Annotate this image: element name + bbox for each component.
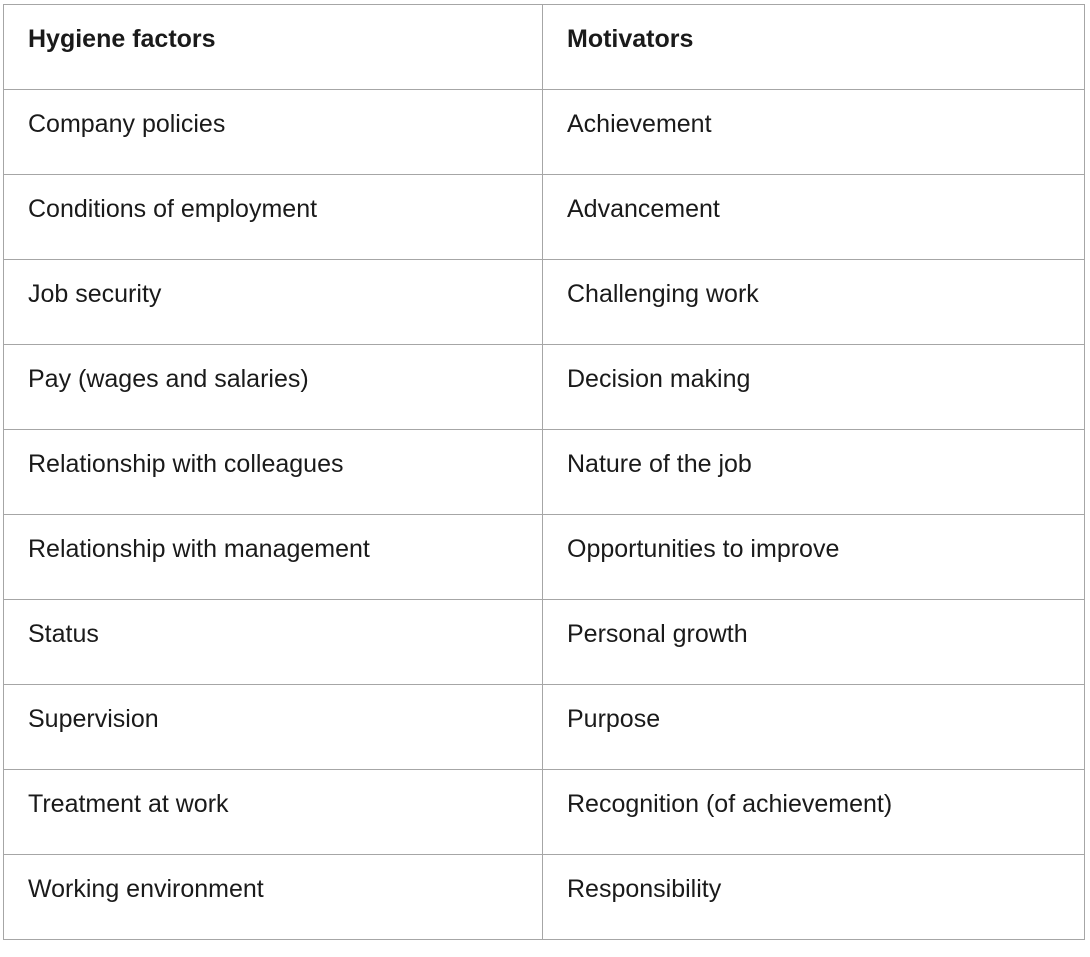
cell-text: Advancement <box>567 195 720 223</box>
hygiene-factor-cell: Company policies <box>3 89 543 175</box>
cell-text: Opportunities to improve <box>567 535 840 563</box>
table-row: Conditions of employment Advancement <box>3 174 1085 260</box>
hygiene-factor-cell: Working environment <box>3 854 543 940</box>
cell-text: Nature of the job <box>567 450 752 478</box>
hygiene-factor-cell: Conditions of employment <box>3 174 543 260</box>
cell-text: Working environment <box>28 875 264 903</box>
table-header: Hygiene factors Motivators <box>3 4 1085 90</box>
cell-text: Recognition (of achievement) <box>567 790 893 818</box>
cell-text: Company policies <box>28 110 226 138</box>
table-row: Treatment at work Recognition (of achiev… <box>3 769 1085 855</box>
table-row: Relationship with management Opportuniti… <box>3 514 1085 600</box>
table-row: Company policies Achievement <box>3 89 1085 175</box>
cell-text: Relationship with management <box>28 535 370 563</box>
hygiene-factor-cell: Treatment at work <box>3 769 543 855</box>
table-row: Relationship with colleagues Nature of t… <box>3 429 1085 515</box>
cell-text: Supervision <box>28 705 159 733</box>
table-row: Status Personal growth <box>3 599 1085 685</box>
table-row: Working environment Responsibility <box>3 854 1085 940</box>
cell-text: Job security <box>28 280 162 308</box>
cell-text: Personal growth <box>567 620 748 648</box>
motivator-cell: Personal growth <box>542 599 1085 685</box>
cell-text: Conditions of employment <box>28 195 318 223</box>
hygiene-factor-cell: Relationship with colleagues <box>3 429 543 515</box>
cell-text: Purpose <box>567 705 661 733</box>
motivator-cell: Decision making <box>542 344 1085 430</box>
hygiene-factor-cell: Relationship with management <box>3 514 543 600</box>
motivator-cell: Purpose <box>542 684 1085 770</box>
motivator-cell: Recognition (of achievement) <box>542 769 1085 855</box>
hygiene-factor-cell: Status <box>3 599 543 685</box>
table-row: Pay (wages and salaries) Decision making <box>3 344 1085 430</box>
motivator-cell: Responsibility <box>542 854 1085 940</box>
hygiene-motivators-table: Hygiene factors Motivators Company polic… <box>3 4 1085 940</box>
motivator-cell: Opportunities to improve <box>542 514 1085 600</box>
motivator-cell: Challenging work <box>542 259 1085 345</box>
hygiene-factor-cell: Supervision <box>3 684 543 770</box>
cell-text: Responsibility <box>567 875 722 903</box>
header-motivators: Motivators <box>542 4 1085 90</box>
cell-text: Decision making <box>567 365 751 393</box>
cell-text: Treatment at work <box>28 790 229 818</box>
table-row: Supervision Purpose <box>3 684 1085 770</box>
motivator-cell: Achievement <box>542 89 1085 175</box>
header-hygiene-factors: Hygiene factors <box>3 4 543 90</box>
header-label: Motivators <box>567 25 694 53</box>
cell-text: Challenging work <box>567 280 759 308</box>
hygiene-factor-cell: Pay (wages and salaries) <box>3 344 543 430</box>
hygiene-factor-cell: Job security <box>3 259 543 345</box>
cell-text: Pay (wages and salaries) <box>28 365 309 393</box>
motivator-cell: Nature of the job <box>542 429 1085 515</box>
header-row: Hygiene factors Motivators <box>3 4 1085 90</box>
motivator-cell: Advancement <box>542 174 1085 260</box>
cell-text: Achievement <box>567 110 712 138</box>
table-row: Job security Challenging work <box>3 259 1085 345</box>
table-body: Company policies Achievement Conditions … <box>3 89 1085 940</box>
header-label: Hygiene factors <box>28 25 216 53</box>
cell-text: Status <box>28 620 99 648</box>
cell-text: Relationship with colleagues <box>28 450 344 478</box>
